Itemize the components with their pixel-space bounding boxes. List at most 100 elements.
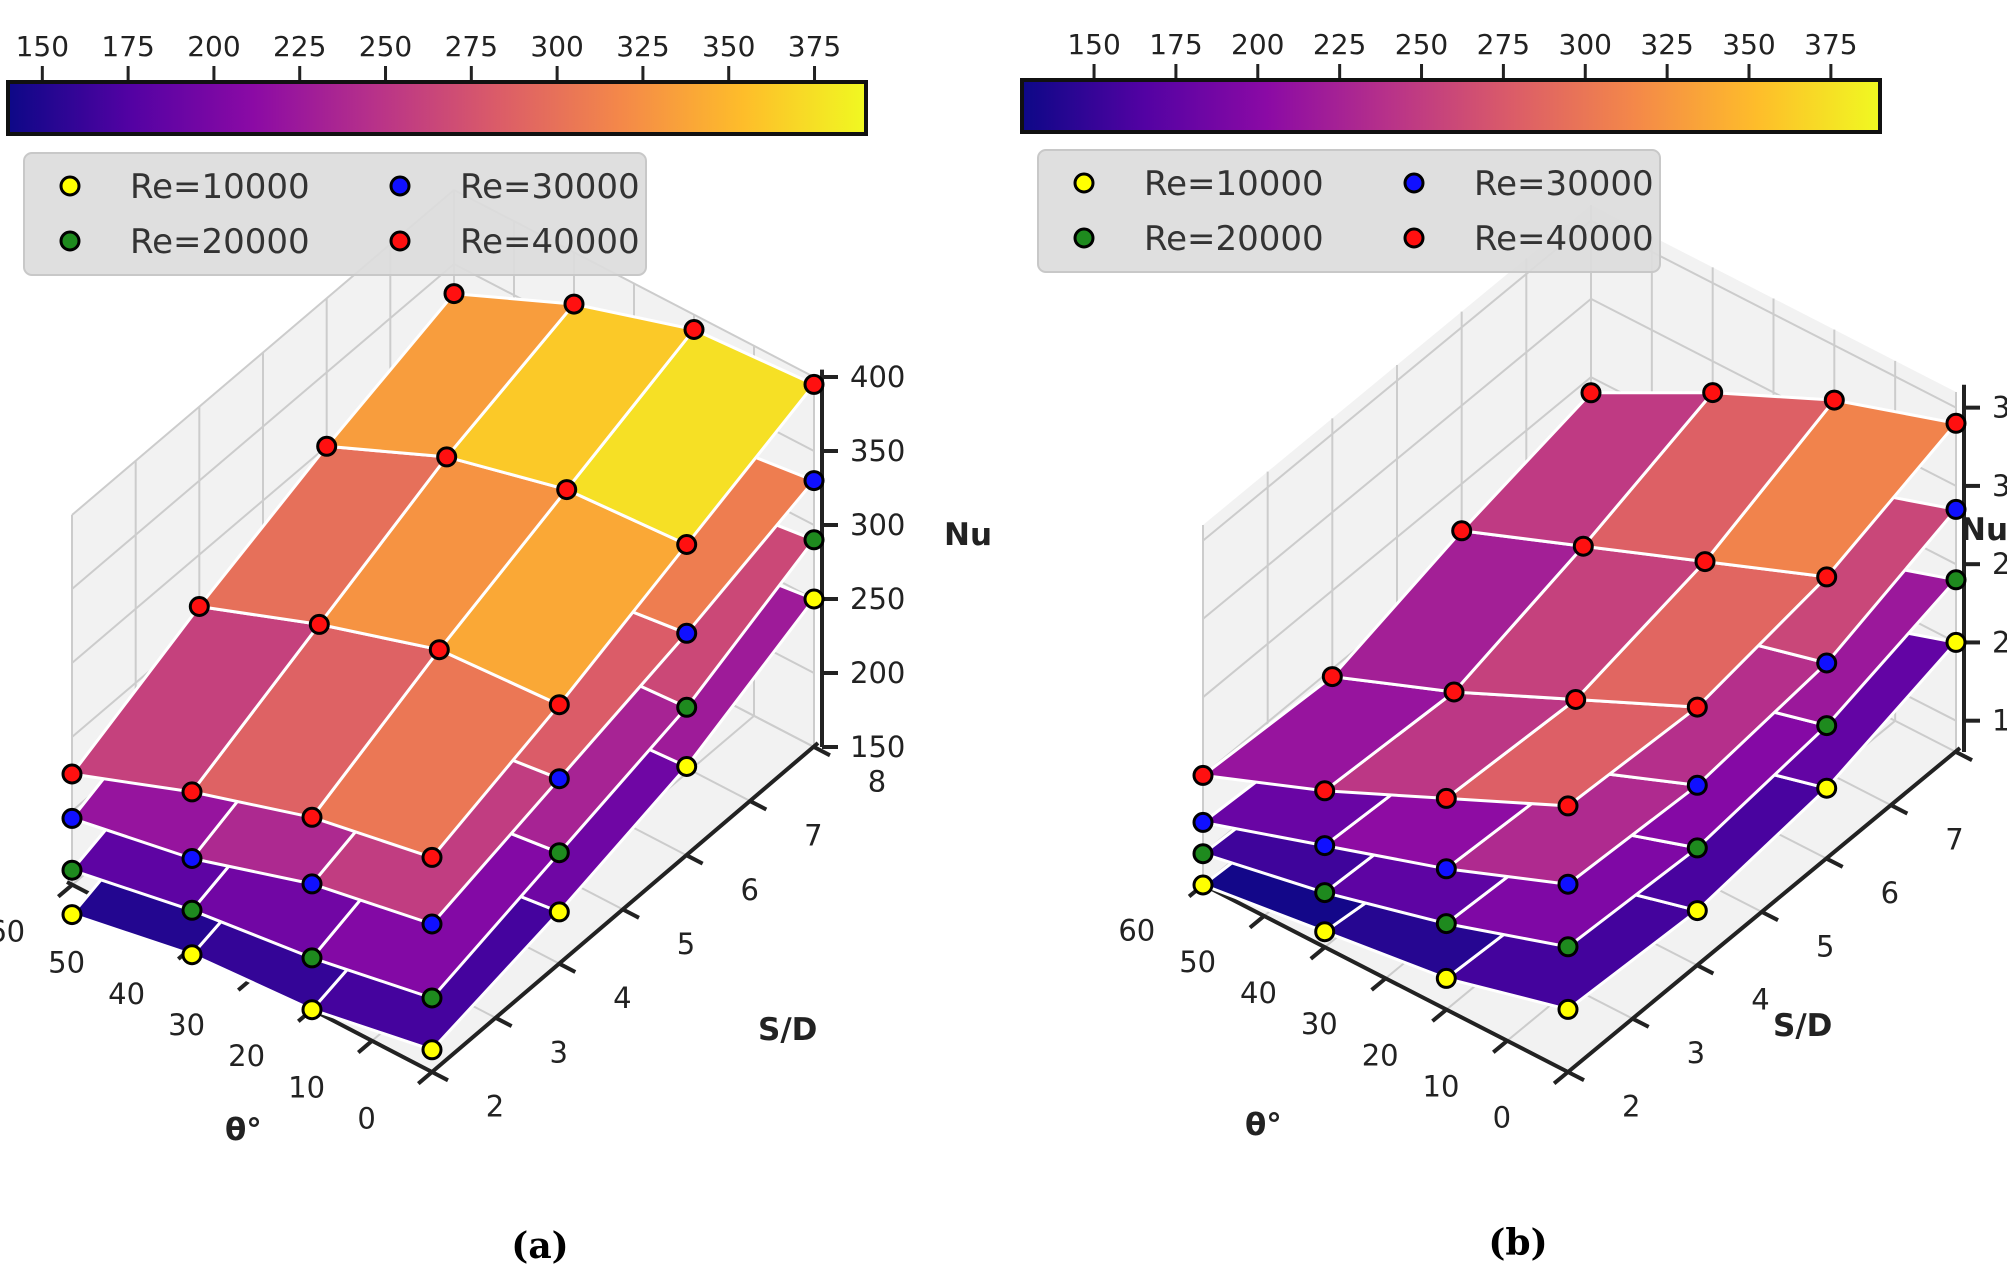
nu-tick-label: 250: [850, 582, 905, 616]
data-point: [421, 987, 443, 1009]
data-point: [676, 622, 698, 644]
colorbar-tick-label: 175: [101, 30, 154, 63]
sd-tick: [685, 853, 704, 866]
colorbar-tick-label: 225: [273, 30, 326, 63]
sd-tick: [1955, 750, 1973, 762]
colorbar-tick-label: 175: [1149, 28, 1202, 61]
data-point: [61, 859, 83, 881]
sd-tick: [1696, 963, 1715, 976]
data-point: [1816, 777, 1838, 799]
legend: Re=10000 Re=20000 Re=30000 Re=40000: [23, 152, 647, 276]
data-point: [676, 756, 698, 777]
colorbar-tick-label: 375: [1804, 28, 1857, 61]
sd-tick-label: 6: [1881, 876, 1899, 910]
data-point: [803, 529, 825, 551]
theta-tick: [56, 883, 74, 899]
grid-line: [71, 263, 455, 590]
theta-tick-label: 50: [1179, 945, 1216, 979]
data-point: [683, 319, 705, 340]
colorbar-tick-label: 275: [445, 30, 498, 63]
colorbar-tick-label: 200: [187, 30, 240, 63]
data-point: [436, 446, 458, 468]
colorbar-tick-label: 225: [1313, 28, 1366, 61]
sd-tick: [1631, 1016, 1650, 1029]
colorbar-tick-label: 250: [1395, 28, 1448, 61]
theta-tick: [1431, 1008, 1448, 1023]
data-point: [1314, 835, 1336, 857]
sd-tick-label: 7: [1945, 823, 1963, 857]
data-point: [301, 873, 323, 895]
sd-tick-label: 4: [613, 981, 631, 1015]
data-point: [428, 639, 450, 661]
data-point: [803, 470, 825, 492]
colorbar-tick-label: 350: [1722, 28, 1775, 61]
data-point: [1451, 520, 1473, 542]
sd-tick: [749, 799, 768, 812]
legend-box: [1037, 149, 1661, 273]
nu-tick-label: 250: [1992, 547, 2007, 581]
data-point: [1945, 412, 1967, 434]
data-point: [803, 588, 825, 610]
data-point: [1686, 837, 1708, 859]
data-point: [563, 293, 585, 315]
theta-tick: [1309, 945, 1326, 961]
legend-entry: Re=40000: [460, 222, 640, 262]
sd-tick: [431, 1070, 449, 1083]
colorbar-tick-label: 250: [359, 30, 412, 63]
theta-axis-title: θ°: [225, 1112, 262, 1148]
data-point: [548, 901, 570, 923]
sd-tick: [1825, 856, 1844, 869]
data-point: [316, 435, 338, 457]
data-point: [676, 534, 698, 555]
theta-tick-label: 60: [0, 915, 25, 949]
legend-marker: [1403, 227, 1425, 249]
sd-tick-label: 3: [549, 1035, 567, 1069]
sd-tick: [813, 745, 831, 758]
grid-line: [1202, 219, 1592, 542]
axes: [1187, 384, 1980, 1085]
grid-line: [1202, 376, 1592, 698]
data-point: [1314, 921, 1336, 943]
sd-tick-label: 4: [1751, 983, 1769, 1017]
theta-tick: [1248, 914, 1266, 930]
legend-marker: [59, 230, 81, 252]
theta-tick-label: 10: [288, 1070, 325, 1104]
data-point: [1435, 967, 1457, 989]
data-point: [1945, 569, 1967, 591]
data-point: [61, 904, 83, 926]
theta-tick-label: 30: [1301, 1007, 1338, 1041]
data-point: [1945, 498, 1967, 520]
data-point: [1435, 913, 1457, 935]
data-point: [1557, 998, 1579, 1020]
legend-entry: Re=40000: [1474, 219, 1654, 259]
panel-label: (a): [511, 1225, 568, 1267]
sd-tick: [1567, 1070, 1585, 1082]
nu-tick-label: 150: [850, 730, 905, 764]
data-point: [1823, 389, 1845, 411]
data-point: [1435, 787, 1457, 809]
theta-axis-title: θ°: [1245, 1107, 1282, 1143]
surface-re-40000: [61, 283, 825, 868]
legend-entry: Re=20000: [1144, 219, 1324, 259]
legend-box: [23, 152, 647, 276]
chart-panel-a: 01020304050602345678150200250300350400Nu…: [0, 30, 992, 1267]
colorbar-tick-label: 200: [1231, 28, 1284, 61]
data-point: [1686, 900, 1708, 922]
panel-label: (b): [1488, 1222, 1547, 1264]
nu-tick-label: 300: [1992, 469, 2007, 503]
data-point: [1580, 382, 1602, 404]
theta-tick-label: 30: [168, 1008, 205, 1042]
colorbar: 150 175 200 225 250 275 300 325 350 375: [1020, 28, 1882, 134]
colorbar-gradient: [6, 80, 868, 136]
data-point: [1443, 681, 1465, 703]
data-point: [1321, 666, 1343, 688]
nu-tick-label: 150: [1992, 704, 2007, 738]
data-point: [421, 846, 443, 868]
sd-tick-label: 5: [677, 927, 695, 961]
data-point: [188, 596, 210, 617]
data-point: [676, 696, 698, 718]
sd-tick-label: 2: [1622, 1089, 1640, 1123]
data-point: [1557, 795, 1579, 817]
data-point: [308, 613, 330, 635]
